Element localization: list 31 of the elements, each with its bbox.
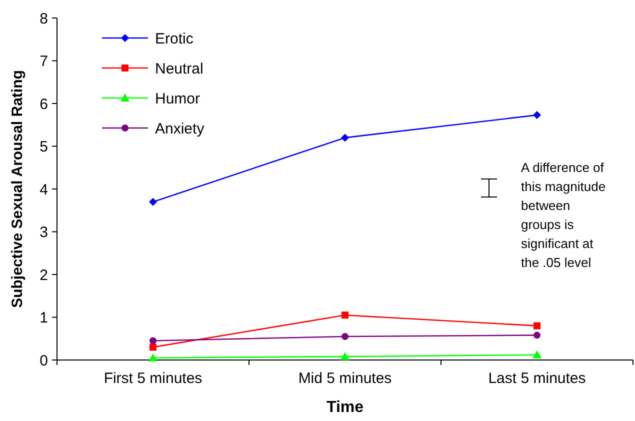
- y-tick-label: 0: [40, 352, 48, 370]
- y-tick-label: 1: [40, 310, 48, 326]
- x-tick-label: Last 5 minutes: [488, 370, 586, 387]
- y-tick-label: 3: [40, 224, 48, 241]
- point: [150, 344, 156, 351]
- point: [150, 337, 156, 344]
- point: [340, 352, 350, 360]
- point: [148, 353, 158, 362]
- point: [149, 198, 157, 206]
- point: [534, 332, 540, 339]
- y-tick-label: 4: [40, 181, 48, 198]
- y-tick-label: 2: [40, 266, 48, 284]
- point: [533, 111, 541, 120]
- x-tick-label: First 5 minutes: [104, 370, 202, 387]
- annotation: A difference of this magnitude between groups is significant at the .05 level: [521, 160, 606, 270]
- legend-label: Humor: [155, 90, 200, 108]
- point: [342, 312, 348, 319]
- point: [341, 134, 349, 142]
- y-tick-label: 7: [40, 53, 48, 70]
- legend-label: Erotic: [155, 30, 194, 48]
- legend-label: Anxiety: [155, 120, 205, 138]
- y-tick-label: 5: [40, 138, 48, 156]
- point: [534, 322, 540, 330]
- y-axis-title: Subjective Sexual Arousal Rating: [9, 70, 26, 308]
- point: [342, 332, 348, 340]
- y-tick-label: 8: [40, 10, 48, 28]
- y-tick-label: 6: [40, 96, 48, 113]
- x-axis-title: Time: [326, 399, 364, 416]
- x-tick-label: Mid 5 minutes: [298, 370, 392, 387]
- point: [532, 350, 542, 358]
- legend-label: Neutral: [155, 60, 204, 78]
